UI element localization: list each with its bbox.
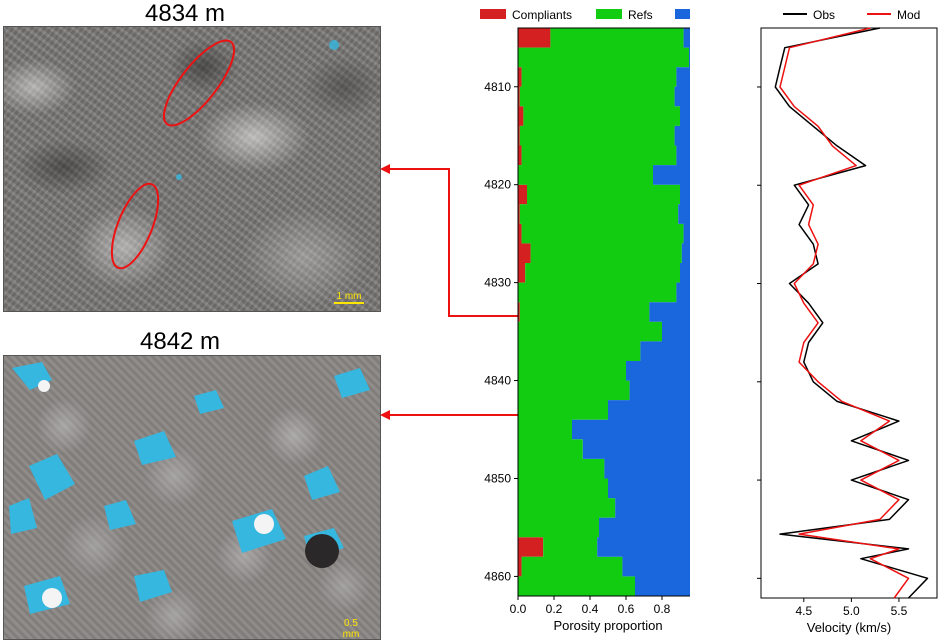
legend-label-mod: Mod bbox=[897, 8, 920, 22]
x-tick-label: 0.6 bbox=[618, 602, 635, 616]
y-tick-label: 4850 bbox=[484, 471, 511, 485]
series-compliants-area bbox=[518, 28, 551, 596]
plot-frame bbox=[760, 27, 938, 599]
x-tick-label: 0.4 bbox=[582, 602, 599, 616]
scalebar-top-label: 1 mm bbox=[336, 291, 362, 302]
pore-space-overlay bbox=[9, 362, 370, 614]
legend-swatch-refs bbox=[596, 9, 622, 19]
y-tick-label: 4830 bbox=[484, 276, 511, 290]
legend-swatch-compliants bbox=[480, 9, 506, 19]
thin-section-photo-4842: 0.5 mm bbox=[3, 355, 381, 640]
x-tick-label: 5.0 bbox=[843, 604, 860, 618]
series-mod-line bbox=[779, 27, 910, 599]
series-refs-area bbox=[518, 28, 689, 596]
series-obs-line bbox=[774, 27, 929, 599]
x-tick-label: 4.5 bbox=[795, 604, 812, 618]
x-axis-label: Velocity (km/s) bbox=[807, 620, 892, 635]
plot-frame bbox=[517, 27, 690, 597]
scalebar-top: 1 mm bbox=[334, 291, 364, 304]
legend-label-compliants: Compliants bbox=[512, 8, 572, 22]
thin-section-photo-4834: 1 mm bbox=[3, 26, 381, 312]
porosity-proportion-chart: 4810482048304840485048600.00.20.40.60.81… bbox=[480, 8, 690, 633]
x-tick-label: 0.2 bbox=[546, 602, 563, 616]
series-stiffs-area bbox=[572, 28, 690, 596]
photo-title-bottom: 4842 m bbox=[140, 328, 221, 355]
legend-label-refs: Refs bbox=[628, 8, 653, 22]
y-tick-label: 4860 bbox=[484, 569, 511, 583]
x-tick-label: 0.0 bbox=[510, 602, 527, 616]
x-tick-label: 0.8 bbox=[654, 602, 671, 616]
velocity-chart: 4.5 5.0 5.5 Velocity (km/s) Obs Mod bbox=[757, 8, 938, 635]
legend-swatch-stiffs bbox=[675, 9, 690, 19]
highlight-ellipse-1 bbox=[162, 39, 236, 127]
x-axis-label: Porosity proportion bbox=[553, 618, 662, 633]
y-tick-label: 4820 bbox=[484, 178, 511, 192]
scalebar-bottom: 0.5 mm bbox=[336, 618, 366, 640]
x-tick-label: 5.5 bbox=[891, 604, 908, 618]
scalebar-bottom-label: 0.5 mm bbox=[342, 618, 360, 640]
photo-title-top: 4834 m bbox=[145, 0, 226, 27]
highlight-ellipse-2 bbox=[110, 182, 160, 270]
y-tick-label: 4840 bbox=[484, 374, 511, 388]
y-tick-label: 4810 bbox=[484, 80, 511, 94]
legend-label-obs: Obs bbox=[813, 8, 835, 22]
photo-annotations-top bbox=[110, 39, 339, 270]
